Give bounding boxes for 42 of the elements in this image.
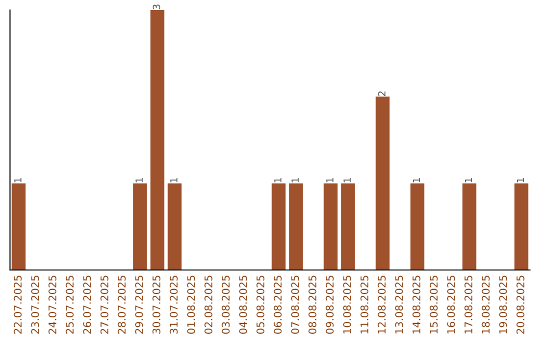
- x-tick-label: 20.08.2025: [516, 276, 524, 334]
- x-tick-label: 31.07.2025: [170, 276, 178, 334]
- x-tick-label: 17.08.2025: [464, 276, 472, 334]
- data-label: 1: [170, 178, 178, 182]
- data-label: 1: [464, 178, 472, 182]
- x-tick-label: 03.08.2025: [222, 276, 230, 334]
- x-tick-label: 05.08.2025: [256, 276, 264, 334]
- x-tick-label: 06.08.2025: [274, 276, 282, 334]
- x-tick-label: 09.08.2025: [326, 276, 334, 334]
- x-tick-label: 16.08.2025: [447, 276, 456, 334]
- x-tick-label: 28.07.2025: [118, 276, 126, 334]
- data-label: 2: [378, 91, 386, 96]
- x-tick-label: 30.07.2025: [152, 276, 160, 334]
- x-tick-label: 04.08.2025: [239, 276, 248, 334]
- x-tick-label: 24.07.2025: [48, 276, 56, 334]
- x-tick-label: 02.08.2025: [204, 276, 212, 334]
- data-label: 1: [516, 178, 524, 182]
- data-label: 1: [292, 178, 299, 182]
- x-tick-label: 13.08.2025: [395, 276, 404, 334]
- x-tick-label: 08.08.2025: [308, 276, 316, 334]
- x-tick-label: 29.07.2025: [135, 276, 144, 334]
- data-label: 1: [412, 178, 420, 182]
- data-label: 1: [326, 178, 334, 182]
- x-tick-label: 11.08.2025: [360, 276, 368, 334]
- x-tick-label: 07.08.2025: [291, 276, 300, 334]
- data-label: 1: [344, 178, 351, 182]
- x-tick-label: 10.08.2025: [343, 276, 352, 334]
- x-tick-label: 27.07.2025: [100, 276, 108, 334]
- x-tick-label: 18.08.2025: [482, 276, 490, 334]
- data-label: 1: [274, 178, 282, 182]
- x-tick-label: 25.07.2025: [66, 276, 74, 334]
- x-tick-label: 12.08.2025: [378, 276, 386, 334]
- x-tick-label: 01.08.2025: [187, 276, 196, 334]
- x-tick-label: 15.08.2025: [430, 276, 438, 334]
- x-tick-label: 19.08.2025: [499, 276, 508, 334]
- data-label: 1: [136, 178, 143, 182]
- data-label: 3: [152, 4, 160, 10]
- x-tick-label: 26.07.2025: [83, 276, 92, 334]
- x-tick-label: 22.07.2025: [14, 276, 22, 334]
- x-tick-label: 23.07.2025: [31, 276, 40, 334]
- x-tick-label: 14.08.2025: [412, 276, 420, 334]
- data-label: 1: [14, 178, 22, 182]
